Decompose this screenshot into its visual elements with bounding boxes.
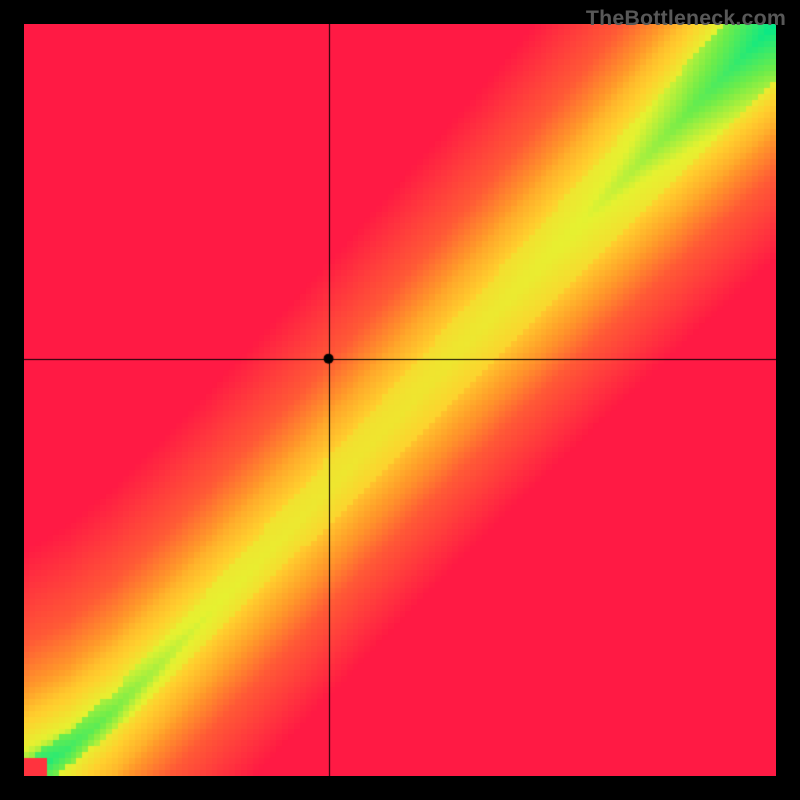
bottleneck-heatmap <box>24 24 776 776</box>
watermark-text: TheBottleneck.com <box>586 6 786 31</box>
chart-frame: { "watermark": { "text": "TheBottleneck.… <box>0 0 800 800</box>
